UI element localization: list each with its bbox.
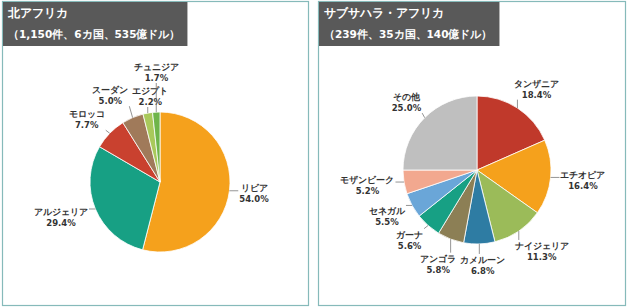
data-label: カメルーン6.8% bbox=[460, 255, 505, 276]
leader-line bbox=[229, 190, 238, 191]
title: 北アフリカ bbox=[7, 6, 68, 20]
header: 北アフリカ （1,150件、6カ国、535億ドル） bbox=[3, 2, 187, 46]
leader-line bbox=[156, 83, 157, 112]
label-value: 6.8% bbox=[471, 266, 495, 276]
data-label: アルジェリア29.4% bbox=[34, 207, 88, 228]
pie-slice bbox=[403, 170, 477, 194]
label-value: 2.2% bbox=[139, 97, 163, 107]
data-label: モザンビーク5.2% bbox=[340, 175, 394, 196]
leader-line bbox=[395, 182, 404, 183]
data-label: タンザニア18.4% bbox=[514, 79, 559, 100]
subtitle: （239件、35カ国、140億ドル） bbox=[324, 28, 492, 41]
label-category: モザンビーク bbox=[340, 175, 394, 185]
label-value: 11.3% bbox=[527, 252, 557, 262]
label-category: チュニジア bbox=[134, 62, 179, 72]
label-value: 5.2% bbox=[356, 186, 380, 196]
label-value: 1.7% bbox=[145, 73, 169, 83]
label-category: エチオピア bbox=[560, 170, 605, 180]
data-label: モロッコ7.7% bbox=[69, 109, 105, 130]
label-category: リビア bbox=[241, 183, 268, 193]
data-label: エジプト2.2% bbox=[132, 86, 168, 107]
header-box bbox=[3, 2, 187, 46]
label-value: 5.5% bbox=[375, 217, 399, 227]
data-label: ガーナ5.6% bbox=[396, 230, 423, 251]
leader-line bbox=[479, 244, 480, 254]
data-label: スーダン5.0% bbox=[92, 85, 128, 106]
data-label: その他25.0% bbox=[392, 92, 422, 113]
leader-line bbox=[517, 100, 518, 108]
leader-line bbox=[129, 106, 132, 117]
data-label: リビア54.0% bbox=[239, 183, 269, 204]
label-category: カメルーン bbox=[460, 255, 505, 265]
data-label: ナイジェリア11.3% bbox=[515, 241, 569, 262]
title: サブサハラ・アフリカ bbox=[324, 6, 444, 20]
leader-line bbox=[422, 113, 424, 118]
label-category: その他 bbox=[393, 92, 421, 102]
leader-lines bbox=[89, 83, 238, 209]
leader-line bbox=[406, 205, 412, 206]
data-labels: リビア54.0%アルジェリア29.4%モロッコ7.7%スーダン5.0%エジプト2… bbox=[34, 62, 269, 228]
data-label: アンゴラ5.8% bbox=[420, 254, 456, 275]
label-value: 54.0% bbox=[239, 194, 269, 204]
pie-panel: 北アフリカ （1,150件、6カ国、535億ドル） リビア54.0% アルジェリア29… bbox=[3, 2, 309, 306]
label-value: 5.8% bbox=[426, 265, 450, 275]
label-value: 5.6% bbox=[398, 241, 422, 251]
leader-line bbox=[450, 239, 451, 253]
data-labels: タンザニア18.4% エチオピア16.4% ナイジェリア11.3% カメルーン6.8%… bbox=[340, 79, 605, 276]
data-label: エチオピア16.4% bbox=[560, 170, 605, 191]
slices bbox=[403, 96, 551, 244]
leader-line bbox=[551, 177, 560, 178]
label-category: アルジェリア bbox=[34, 207, 88, 217]
leader-line bbox=[147, 107, 148, 113]
pie-slice bbox=[143, 112, 160, 182]
label-category: アンゴラ bbox=[420, 254, 456, 264]
header: サブサハラ・アフリカ （239件、35カ国、140億ドル） bbox=[319, 2, 499, 46]
pie-slice bbox=[153, 112, 160, 182]
label-category: エジプト bbox=[132, 86, 168, 96]
label-value: 16.4% bbox=[568, 181, 598, 191]
label-value: 7.7% bbox=[75, 120, 99, 130]
label-category: セネガル bbox=[369, 206, 406, 216]
leader-line bbox=[424, 226, 428, 229]
panel-frame bbox=[319, 2, 626, 306]
label-value: 18.4% bbox=[522, 90, 552, 100]
label-value: 5.0% bbox=[99, 96, 123, 106]
pie-panel: サブサハラ・アフリカ （239件、35カ国、140億ドル） タンザニア18.4% エチ… bbox=[319, 2, 626, 306]
slices bbox=[90, 112, 230, 252]
label-value: 25.0% bbox=[392, 103, 422, 113]
data-label: セネガル5.5% bbox=[369, 206, 406, 227]
panel-frame bbox=[3, 2, 309, 306]
subtitle: （1,150件、6カ国、535億ドル） bbox=[8, 28, 180, 41]
label-category: ガーナ bbox=[396, 230, 423, 240]
label-category: タンザニア bbox=[514, 79, 559, 89]
leader-line bbox=[89, 208, 95, 209]
label-category: モロッコ bbox=[69, 109, 105, 119]
label-value: 29.4% bbox=[46, 218, 76, 228]
label-category: ナイジェリア bbox=[515, 241, 569, 251]
header-box bbox=[319, 2, 499, 46]
leader-line bbox=[518, 231, 519, 240]
chart-root: 北アフリカ （1,150件、6カ国、535億ドル） リビア54.0% アルジェリア29… bbox=[0, 0, 628, 307]
label-category: スーダン bbox=[92, 85, 128, 95]
data-label: チュニジア1.7% bbox=[134, 62, 179, 83]
leader-line bbox=[106, 130, 110, 133]
leader-lines bbox=[395, 100, 559, 254]
